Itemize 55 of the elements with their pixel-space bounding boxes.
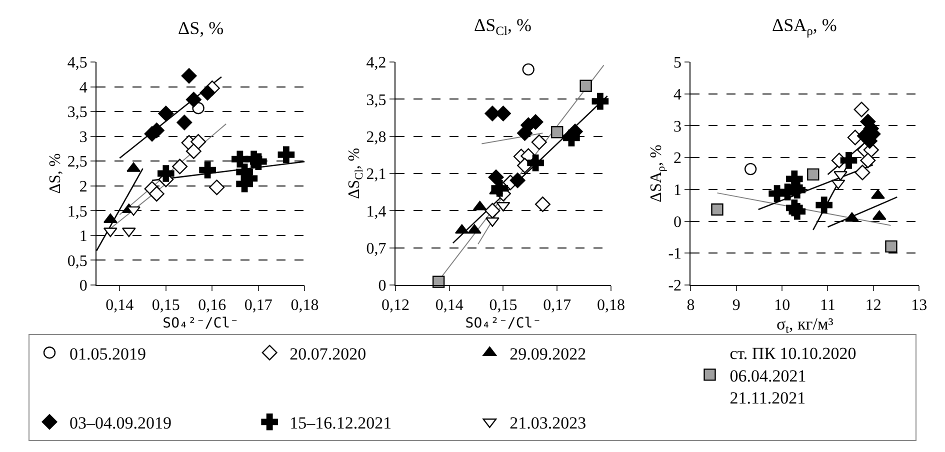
legend-label: 20.07.2020	[290, 344, 366, 364]
x-axis-title: σ$_{t}$, кг/м³	[776, 314, 834, 336]
chart-title: ΔS$_{Cl}$, %	[474, 15, 532, 38]
y-tick-label: 2	[79, 178, 88, 196]
y-tick-label: 4	[674, 86, 682, 104]
y-tick-label: 0	[378, 278, 386, 295]
y-tick-label: 0,7	[366, 240, 386, 258]
y-tick-label: 5	[674, 54, 682, 72]
y-tick-label: 3,5	[67, 104, 88, 122]
y-tick-label: 3	[674, 118, 682, 136]
legend-label: 21.03.2023	[510, 414, 586, 433]
x-tick-label: 0,12	[381, 297, 410, 314]
legend-label: 03–04.09.2019	[70, 414, 172, 433]
legend-label: 29.09.2022	[510, 344, 586, 364]
y-tick-label: 0	[674, 214, 682, 231]
y-tick-label: 4	[79, 79, 88, 96]
y-tick-label: 2	[674, 150, 682, 168]
y-tick-label: 3,5	[366, 92, 386, 109]
y-tick-label: 0,5	[67, 252, 88, 270]
y-tick-label: 1,5	[67, 203, 88, 220]
x-tick-label: 12	[865, 297, 882, 314]
x-tick-label: 10	[774, 297, 790, 314]
x-tick-label: 0,17	[543, 297, 572, 314]
y-tick-label: 1,4	[366, 203, 386, 220]
x-tick-label: 11	[820, 297, 836, 314]
y-tick-label: 2,1	[366, 166, 386, 184]
y-axis-title: ΔS, %	[47, 153, 64, 194]
y-tick-label: 0	[79, 278, 88, 295]
y-tick-label: 2,5	[67, 154, 88, 171]
chart-title: ΔS, %	[178, 18, 224, 38]
legend-label: ст. ПК 10.10.2020 06.04.2021 21.11.2021	[730, 344, 856, 408]
y-tick-label: 1	[674, 182, 682, 200]
x-tick-label: 0,16	[198, 297, 226, 314]
legend-label: 15–16.12.2021	[290, 414, 392, 433]
x-tick-label: 13	[911, 297, 928, 314]
y-tick-label: 4,5	[67, 54, 88, 72]
y-tick-label: 1	[79, 228, 88, 246]
x-tick-label: 0,17	[244, 297, 272, 314]
x-axis-title: SO₄²⁻/Cl⁻	[465, 316, 542, 332]
x-tick-label: 0,14	[106, 297, 134, 314]
y-tick-label: -2	[668, 278, 682, 295]
x-tick-label: 0,15	[489, 297, 518, 314]
legend-label: 01.05.2019	[70, 344, 146, 364]
x-tick-label: 0,15	[152, 297, 180, 314]
x-tick-label: 0,18	[596, 297, 625, 314]
x-tick-label: 0,18	[290, 297, 319, 314]
x-tick-label: 9	[732, 297, 740, 314]
x-tick-label: 8	[686, 297, 695, 314]
x-axis-title: SO₄²⁻/Cl⁻	[162, 316, 239, 332]
y-tick-label: 4,2	[366, 54, 386, 72]
x-tick-label: 0,14	[435, 297, 464, 314]
y-tick-label: 3	[79, 128, 88, 146]
y-axis-title: ΔSA$_{ρ}$, %	[772, 15, 837, 38]
y-tick-label: -1	[668, 246, 682, 263]
y-tick-label: 2,8	[366, 128, 386, 146]
